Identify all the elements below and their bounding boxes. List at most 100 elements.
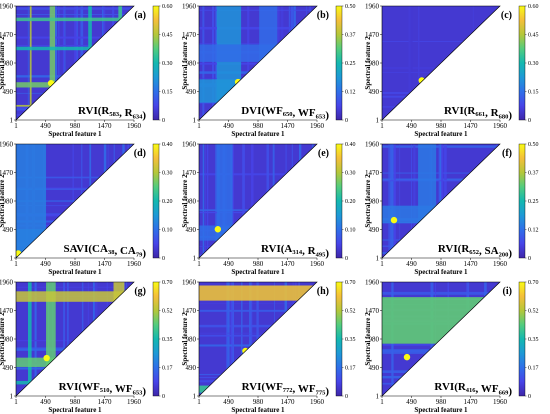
x-tick-label: 1960	[127, 398, 142, 406]
index-subscript: 653	[133, 389, 144, 396]
vegetation-index-label: RVI(R661, R680)	[444, 105, 512, 121]
index-subscript: 775	[316, 389, 327, 396]
y-tick-label: 980	[186, 335, 197, 343]
index-subscript: 495	[316, 251, 327, 258]
colorbar-tick-label: 0.20	[345, 199, 356, 205]
heatmap-stripe	[288, 6, 291, 120]
y-tick-label: 1470	[182, 169, 197, 177]
colorbar-tick-label: 0.35	[162, 337, 173, 343]
x-tick-label: 980	[70, 398, 81, 406]
heatmap-stripe	[199, 71, 317, 74]
y-tick-label: 980	[3, 335, 14, 343]
heatmap-stripe	[62, 6, 65, 120]
y-tick-label: 1	[193, 116, 197, 124]
heatmap-stripe	[16, 92, 134, 94]
heatmap-stripe	[484, 282, 487, 396]
colorbar-tick-label: 0.70	[528, 280, 539, 286]
x-axis-label: Spectral feature 1	[231, 406, 285, 414]
colorbar	[518, 5, 526, 121]
heatmap-stripe	[199, 246, 317, 247]
heatmap-stripe	[382, 291, 500, 295]
heatmap-stripe	[251, 144, 254, 258]
colorbar-tick-label: 0.17	[162, 366, 173, 372]
colorbar-tick-label: 0.35	[345, 337, 356, 343]
index-subscript: 79	[136, 251, 143, 258]
heatmap-stripe	[107, 144, 109, 258]
x-tick-label: 490	[406, 122, 417, 130]
heatmap-stripe	[16, 106, 134, 109]
colorbar-tick-label: 0.12	[528, 228, 539, 234]
x-axis-label: Spectral feature 1	[48, 268, 102, 276]
heatmap-stripe	[81, 144, 83, 258]
heatmap-stripe	[122, 282, 125, 396]
x-tick-label: 1	[380, 398, 384, 406]
index-text: , WF	[476, 383, 499, 395]
colorbar-tick-label: 0.35	[528, 337, 539, 343]
heatmap-stripe	[199, 173, 317, 176]
heatmap-stripe	[250, 282, 253, 396]
heatmap-stripe	[55, 6, 58, 120]
index-subscript: 416	[466, 387, 477, 394]
heatmap-band-horizontal	[382, 297, 500, 344]
heatmap-band-vertical	[27, 282, 32, 396]
x-tick-label: 980	[436, 260, 447, 268]
index-text: )	[142, 247, 146, 259]
index-text: )	[142, 385, 146, 397]
heatmap-stripe	[382, 294, 500, 295]
heatmap-stripe	[438, 144, 441, 258]
heatmap-stripe	[231, 144, 234, 258]
heatmap-band-horizontal	[199, 79, 317, 103]
colorbar-tick-label: 0	[162, 118, 165, 124]
index-text: RVI(A	[261, 243, 292, 255]
heatmap-stripe	[199, 9, 317, 11]
colorbar-tick-label: 0	[162, 394, 165, 400]
y-tick-label: 980	[186, 197, 197, 205]
heatmap-stripe	[382, 95, 500, 98]
y-tick-label: 490	[369, 226, 380, 234]
heatmap-stripe	[391, 144, 394, 258]
y-tick-label: 1470	[0, 307, 14, 315]
y-axis-label: Spectral feature 2	[181, 312, 189, 366]
heatmap-stripe	[266, 144, 269, 258]
index-text: RVI(R	[438, 243, 470, 255]
colorbar	[335, 281, 343, 397]
x-tick-label: 980	[436, 122, 447, 130]
heatmap-stripe	[410, 6, 413, 120]
heatmap-band-horizontal	[199, 285, 317, 301]
heatmap-stripe	[122, 144, 125, 258]
y-tick-label: 1	[10, 392, 14, 400]
colorbar-tick-label: 0.15	[162, 90, 173, 96]
y-axis-label: Spectral feature 2	[0, 312, 6, 366]
heatmap-stripe	[444, 144, 446, 258]
heatmap-stripe	[16, 7, 134, 10]
colorbar	[152, 143, 160, 259]
heatmap-band-vertical	[418, 144, 437, 258]
heatmap-stripe	[291, 6, 294, 120]
x-tick-label: 1960	[310, 122, 325, 130]
colorbar-tick-label: 0.25	[528, 199, 539, 205]
x-tick-label: 1960	[310, 398, 325, 406]
heatmap-stripe	[121, 282, 125, 396]
y-tick-label: 1960	[365, 140, 380, 148]
x-tick-label: 1470	[281, 122, 296, 130]
panel-label: (h)	[317, 286, 329, 297]
y-tick-label: 980	[3, 197, 14, 205]
heatmap-stripe	[199, 26, 317, 30]
heatmap-stripe	[202, 144, 205, 258]
heatmap-stripe	[67, 282, 69, 396]
heatmap-stripe	[16, 339, 134, 342]
colorbar-tick-label: 0.17	[345, 366, 356, 372]
index-text: )	[508, 247, 512, 259]
colorbar	[335, 5, 343, 121]
index-text: RVI(WF	[242, 381, 283, 393]
heatmap-stripe	[113, 144, 115, 258]
y-axis-label: Spectral feature 2	[364, 174, 372, 228]
index-subscript: 314	[292, 249, 303, 256]
y-tick-label: 1	[193, 254, 197, 262]
colorbar-tick-label: 0.40	[162, 142, 173, 148]
x-tick-label: 490	[40, 260, 51, 268]
index-subscript: 634	[133, 113, 144, 120]
panel-label: (a)	[134, 10, 146, 21]
y-tick-label: 980	[3, 59, 14, 67]
x-tick-label: 980	[70, 122, 81, 130]
